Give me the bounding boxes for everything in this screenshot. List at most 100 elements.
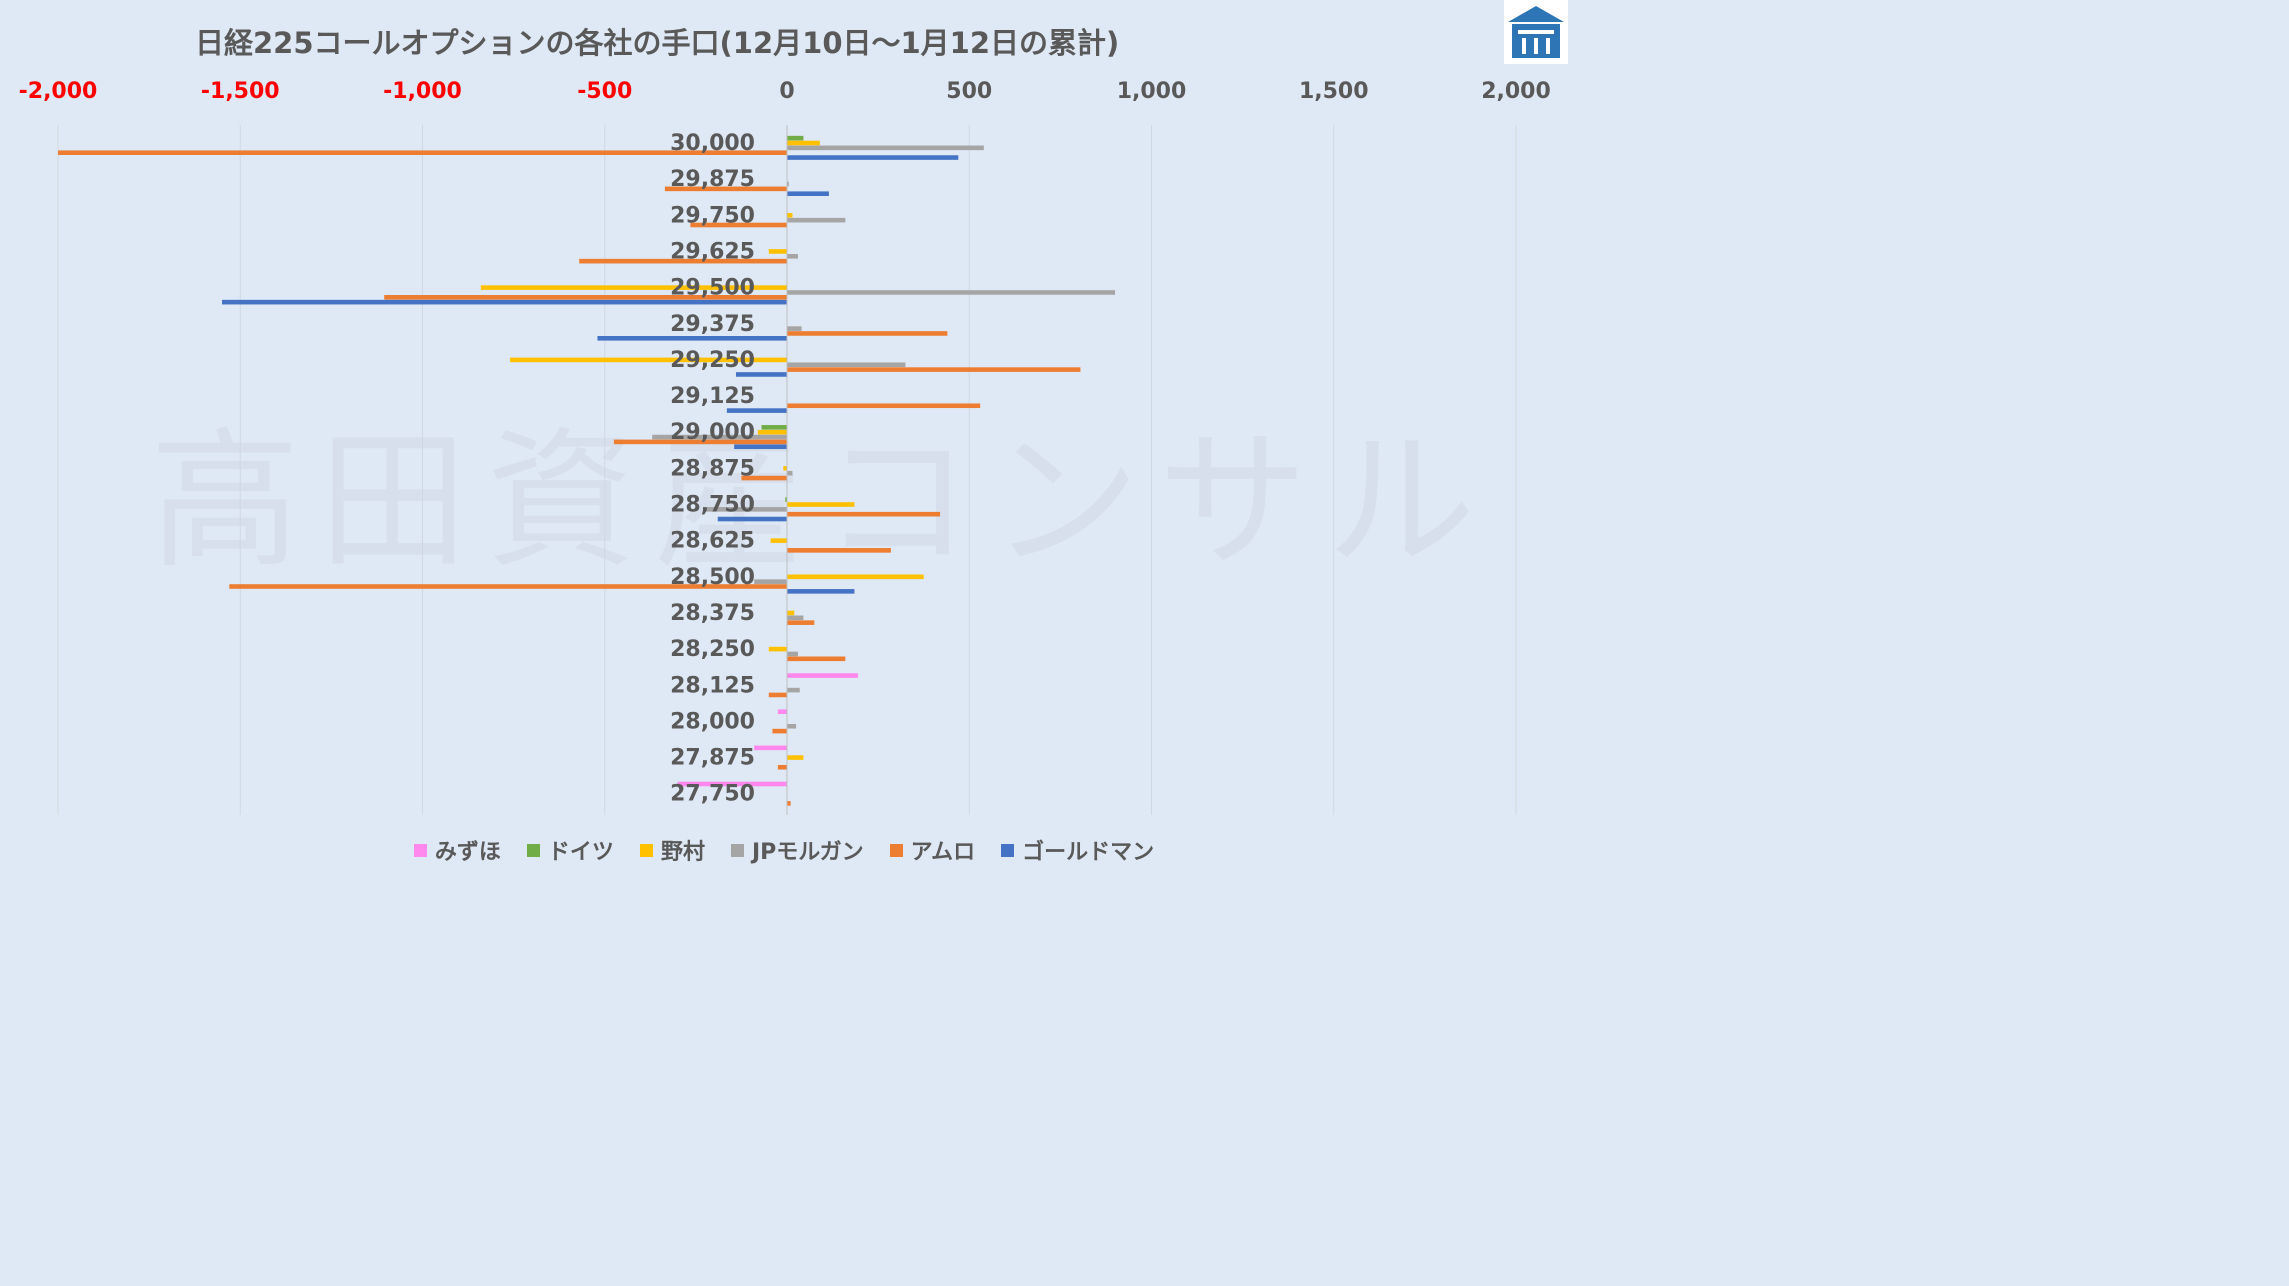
bar: [768, 646, 787, 652]
bar: [787, 723, 797, 729]
bar: [787, 801, 791, 806]
legend-swatch: [639, 843, 653, 857]
bar: [597, 336, 787, 341]
bar: [754, 745, 787, 751]
bar: [787, 217, 846, 223]
bar-chart: -2,000 -1,500 -1,000 -500 0 500 1,000 1,500 2,00…: [19, 79, 1551, 815]
x-tick-label: -500: [577, 79, 632, 104]
bar: [783, 466, 787, 471]
bar: [787, 145, 984, 151]
legend-swatch: [526, 843, 540, 857]
y-category-label: 28,875: [670, 456, 755, 481]
legend-swatch: [889, 843, 903, 857]
legend-item: JPモルガン: [730, 834, 864, 866]
y-category-label: 29,250: [670, 348, 755, 373]
y-category-label: 28,750: [670, 493, 755, 518]
bar: [787, 290, 1116, 295]
bar: [384, 295, 787, 300]
bar: [717, 516, 787, 522]
bar: [726, 408, 787, 413]
bar: [787, 615, 804, 621]
legend-swatch: [413, 843, 427, 857]
bar: [58, 150, 787, 155]
bar: [787, 511, 941, 517]
y-category-label: 28,625: [670, 529, 755, 554]
bar: [787, 502, 855, 507]
bar: [677, 781, 787, 787]
bar: [222, 299, 787, 305]
x-tick-label: 0: [779, 79, 794, 104]
bar: [509, 357, 787, 363]
bar: [706, 507, 787, 512]
legend-label: ゴールドマン: [1022, 840, 1155, 865]
bar: [787, 755, 804, 760]
bar: [757, 429, 787, 435]
legend: みずほ ドイツ 野村 JPモルガン アムロ ゴールドマン: [0, 834, 1568, 866]
bar: [768, 692, 787, 698]
y-category-label: 29,000: [670, 420, 755, 445]
bar: [777, 764, 787, 770]
y-category-label: 29,750: [670, 203, 755, 228]
y-category-label: 27,875: [670, 746, 755, 771]
bar: [613, 439, 787, 445]
y-category-label: 28,500: [670, 565, 755, 590]
y-category-label: 29,125: [670, 384, 755, 409]
legend-label: ドイツ: [547, 840, 614, 865]
x-tick-label: 500: [946, 79, 992, 104]
x-tick-label: -1,500: [201, 79, 280, 104]
y-category-label: 27,750: [670, 782, 755, 807]
bar: [787, 470, 793, 476]
y-category-label: 28,000: [670, 709, 755, 734]
bar: [787, 326, 802, 331]
bar: [652, 434, 787, 440]
bar: [761, 425, 787, 430]
bar: [768, 249, 787, 254]
bar: [787, 362, 906, 368]
bar: [787, 687, 800, 693]
bar: [787, 589, 855, 594]
legend-swatch: [730, 843, 744, 857]
y-category-label: 29,375: [670, 312, 755, 337]
y-category-label: 28,375: [670, 601, 755, 626]
bar: [785, 497, 787, 502]
bar: [579, 258, 787, 264]
y-category-label: 28,125: [670, 673, 755, 698]
bar: [787, 331, 948, 336]
bar: [480, 285, 787, 290]
bar: [734, 444, 787, 450]
bar: [787, 651, 798, 657]
bar: [787, 140, 820, 146]
y-category-label: 29,500: [670, 276, 755, 301]
bar: [735, 372, 787, 377]
bar: [770, 538, 787, 543]
y-category-label: 30,000: [670, 131, 755, 156]
bar: [787, 610, 795, 616]
bar: [787, 620, 815, 625]
bar: [664, 186, 787, 192]
bar: [787, 135, 804, 141]
x-tick-label: 1,000: [1117, 79, 1187, 104]
y-category-label: 29,625: [670, 239, 755, 264]
legend-label: みずほ: [434, 840, 501, 865]
chart-title: 日経225コールオプションの各社の手口(12月10日～1月12日の累計): [195, 26, 1120, 60]
legend-item: アムロ: [889, 834, 975, 866]
bar: [787, 548, 891, 553]
bar: [741, 475, 787, 481]
bar: [787, 181, 789, 187]
bar: [787, 191, 829, 196]
y-category-label: 28,250: [670, 637, 755, 662]
x-tick-label: 1,500: [1299, 79, 1369, 104]
bar: [787, 254, 798, 259]
bar: [772, 728, 787, 734]
bar: [787, 213, 793, 218]
bar: [787, 155, 959, 160]
bar: [777, 709, 787, 714]
bar: [787, 656, 846, 662]
bar: [754, 579, 787, 584]
bar: [787, 403, 981, 409]
x-tick-label: -1,000: [383, 79, 462, 104]
legend-item: 野村: [639, 834, 705, 866]
bar: [229, 584, 787, 589]
legend-item: ドイツ: [526, 834, 614, 866]
bar: [787, 574, 924, 580]
